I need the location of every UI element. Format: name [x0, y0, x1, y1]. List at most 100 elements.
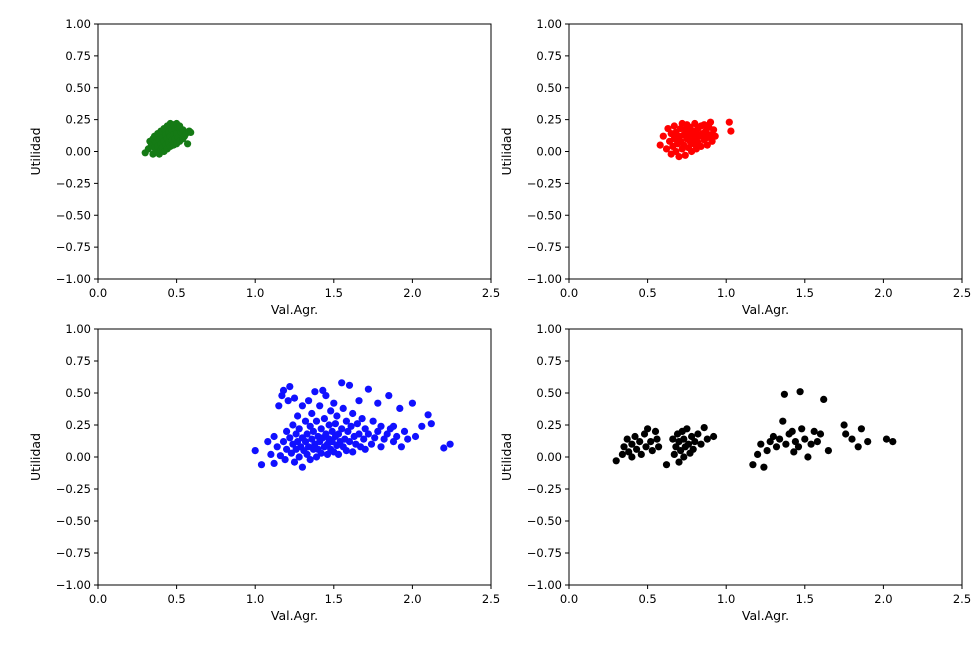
data-point — [813, 438, 822, 446]
data-point — [374, 399, 382, 407]
x-tick-label: 1.0 — [717, 592, 735, 606]
data-point — [440, 444, 448, 452]
data-point — [640, 430, 649, 438]
y-tick-label: 0.25 — [65, 113, 91, 127]
y-tick-label: 0.75 — [536, 49, 562, 63]
data-point — [264, 438, 272, 446]
data-point — [820, 395, 828, 403]
y-tick-label: 0.25 — [536, 113, 562, 127]
data-point — [364, 430, 372, 438]
x-axis-label: Val.Agr. — [271, 302, 318, 317]
data-point — [760, 463, 768, 471]
data-point — [840, 421, 848, 429]
data-point — [612, 457, 620, 465]
subplot-3: 0.0 0.5 1.0 1.5 2.0 2.5 1.00 0.75 0.50 0.25 0.00 −0… — [28, 322, 500, 623]
x-tick-label: 2.0 — [874, 286, 892, 300]
data-point — [334, 430, 343, 438]
data-point — [404, 435, 412, 443]
x-tick-label: 0.0 — [89, 592, 107, 606]
y-tick-label: 1.00 — [65, 17, 91, 31]
data-point — [286, 434, 294, 442]
data-point — [294, 412, 302, 420]
data-point — [301, 438, 310, 446]
y-tick-label: 0.50 — [65, 386, 91, 400]
data-point — [338, 379, 346, 387]
data-point — [807, 440, 815, 448]
data-point — [308, 409, 316, 418]
data-point — [633, 445, 641, 453]
data-point — [305, 397, 313, 405]
data-point — [864, 438, 872, 446]
data-point — [301, 417, 310, 425]
data-point — [338, 425, 346, 433]
data-point — [703, 141, 711, 149]
data-point — [320, 415, 328, 423]
data-point — [292, 430, 300, 438]
data-point — [273, 443, 281, 451]
data-point — [284, 397, 292, 405]
axes-frame — [568, 328, 963, 586]
data-point — [842, 430, 850, 438]
y-tick-label: −0.50 — [56, 514, 91, 528]
data-point — [316, 402, 324, 410]
data-point — [446, 440, 454, 448]
data-point — [393, 432, 401, 441]
data-point — [360, 435, 368, 443]
x-tick-label: 0.0 — [560, 592, 578, 606]
data-point — [339, 404, 347, 412]
data-point — [620, 443, 628, 451]
x-tick-label: 1.0 — [246, 286, 264, 300]
data-point — [711, 132, 719, 140]
data-point — [675, 458, 683, 466]
x-tick-label: 1.5 — [325, 286, 343, 300]
y-tick-label: −0.25 — [527, 176, 562, 190]
data-point — [655, 443, 663, 451]
data-point — [283, 445, 291, 453]
data-point — [377, 422, 385, 430]
x-tick-label: 0.5 — [167, 592, 185, 606]
x-tick-label: 1.0 — [246, 592, 264, 606]
data-point — [637, 450, 645, 458]
data-point — [298, 402, 306, 410]
data-point — [779, 417, 787, 425]
data-point — [257, 461, 266, 469]
data-point — [294, 438, 302, 446]
data-point — [618, 450, 627, 458]
data-point — [317, 425, 325, 433]
data-point — [769, 432, 778, 441]
data-point — [662, 145, 671, 153]
data-point — [295, 425, 303, 433]
data-point — [289, 421, 297, 429]
data-point — [424, 411, 432, 419]
x-tick-label: 1.5 — [796, 592, 814, 606]
data-point — [345, 381, 354, 389]
data-point — [857, 425, 866, 433]
scatter-series — [612, 388, 897, 471]
y-tick-label: 0.00 — [536, 145, 562, 159]
data-point — [706, 118, 715, 126]
data-point — [710, 126, 718, 134]
y-tick-label: −0.25 — [56, 482, 91, 496]
data-point — [364, 385, 372, 393]
data-point — [796, 388, 804, 396]
data-point — [669, 435, 677, 443]
data-point — [267, 450, 275, 458]
x-tick-label: 0.0 — [560, 286, 578, 300]
data-point — [684, 440, 693, 448]
data-point — [680, 453, 688, 461]
data-point — [279, 386, 288, 394]
data-point — [754, 450, 762, 458]
data-point — [653, 435, 661, 443]
y-tick-label: −0.75 — [527, 546, 562, 560]
data-point — [345, 438, 354, 446]
data-point — [303, 450, 311, 458]
data-point — [383, 430, 391, 438]
y-tick-label: −1.00 — [527, 578, 562, 592]
data-point — [703, 435, 711, 443]
x-tick-label: 1.5 — [325, 592, 343, 606]
y-tick-label: 1.00 — [536, 17, 562, 31]
y-tick-label: 0.00 — [65, 450, 91, 464]
data-point — [790, 448, 798, 456]
y-tick-label: −0.50 — [56, 208, 91, 222]
